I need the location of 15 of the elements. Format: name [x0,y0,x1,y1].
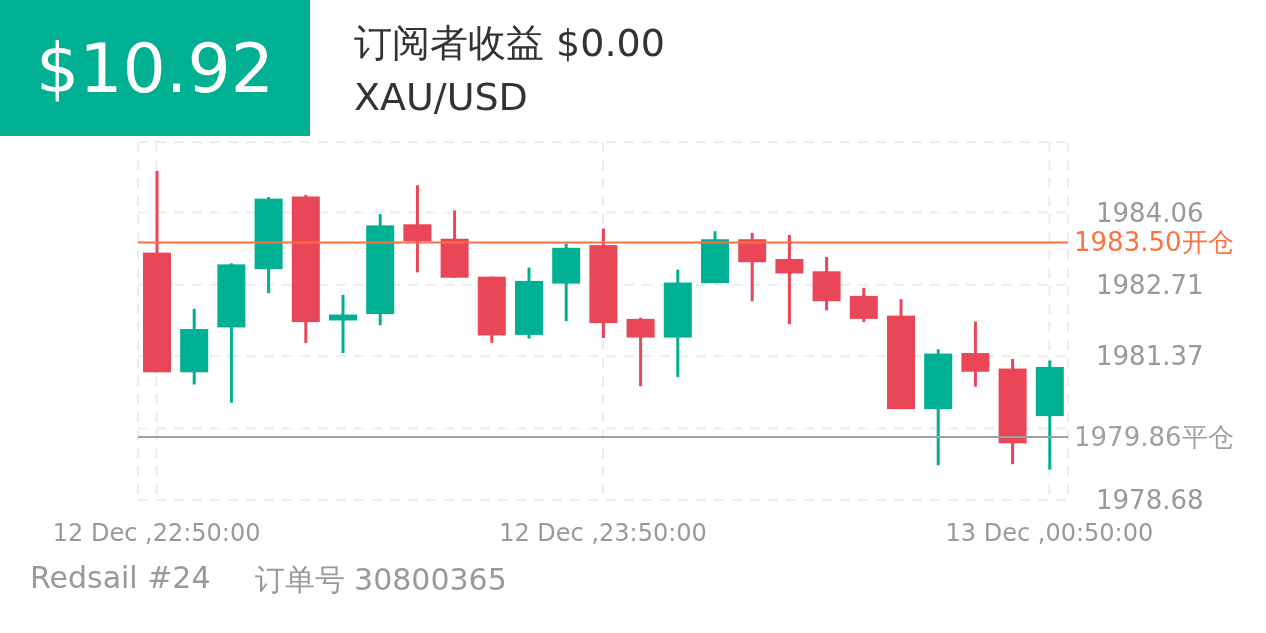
y-tick-label: 1978.68 [1096,485,1204,516]
text: $10.92 [0,0,310,136]
text: 订单号 30800365 [254,561,507,599]
ref-line-label: 1983.50开仓 [1074,227,1234,258]
candlestick [775,234,804,326]
y-tick-label: 1981.37 [1096,341,1204,372]
x-tick-label: 13 Dec ,00:50:00 [945,519,1154,548]
x-tick-label: 12 Dec ,23:50:00 [499,519,707,548]
chart-subtitle: XAU/USD [354,74,529,121]
chart-title: 订阅者收益 $0.00 [354,20,665,67]
x-tick-label: 12 Dec ,22:50:00 [52,519,261,548]
y-tick-label: 1984.06 [1096,197,1204,228]
text: Redsail #24 [30,560,211,597]
y-tick-label: 1982.71 [1096,269,1204,300]
ref-line-label: 1979.86平仓 [1074,421,1234,452]
